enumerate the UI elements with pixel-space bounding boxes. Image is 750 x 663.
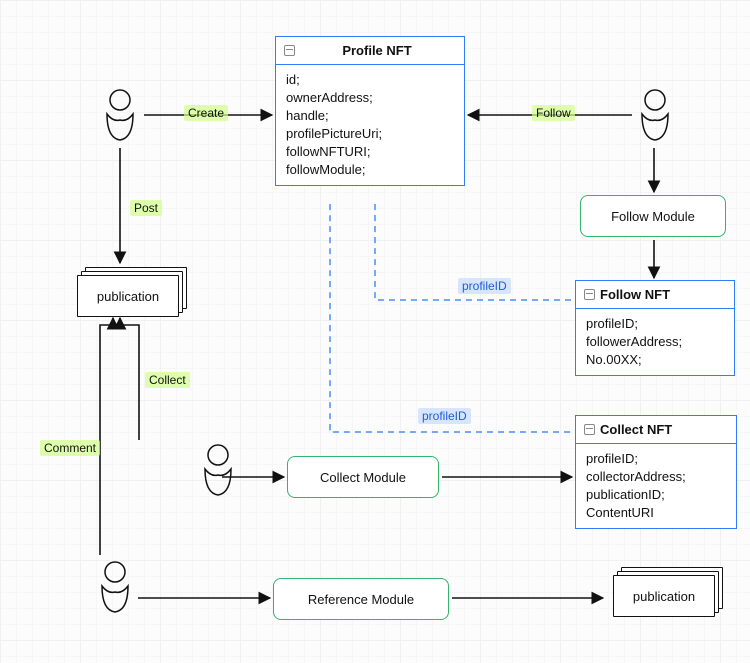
actor-collector	[205, 445, 231, 495]
edge-label-follow: Follow	[532, 105, 575, 121]
minimize-icon	[284, 45, 295, 56]
module-label: Collect Module	[320, 470, 406, 485]
card-body: id; ownerAddress; handle; profilePicture…	[276, 65, 464, 185]
edge-label-post: Post	[130, 200, 162, 216]
profile-nft-card: Profile NFT id; ownerAddress; handle; pr…	[275, 36, 465, 186]
publication-doc-bottom: publication	[613, 575, 715, 617]
edge-label-collect: Collect	[145, 372, 190, 388]
doc-label: publication	[633, 589, 695, 604]
module-label: Reference Module	[308, 592, 414, 607]
publication-doc-top: publication	[77, 275, 179, 317]
card-title: Profile NFT	[342, 43, 411, 58]
minimize-icon	[584, 289, 595, 300]
collect-module-box: Collect Module	[287, 456, 439, 498]
doc-label: publication	[97, 289, 159, 304]
edge-label-comment: Comment	[40, 440, 100, 456]
actor-follower	[642, 90, 668, 140]
card-title: Collect NFT	[600, 422, 672, 437]
minimize-icon	[584, 424, 595, 435]
edge-label-create: Create	[184, 105, 228, 121]
dash-label-profileid-1: profileID	[458, 278, 511, 294]
card-body: profileID; collectorAddress; publication…	[576, 444, 736, 528]
reference-module-box: Reference Module	[273, 578, 449, 620]
actor-creator	[107, 90, 133, 140]
actor-commenter	[102, 562, 128, 612]
card-body: profileID; followerAddress; No.00XX;	[576, 309, 734, 375]
follow-module-box: Follow Module	[580, 195, 726, 237]
collect-nft-card: Collect NFT profileID; collectorAddress;…	[575, 415, 737, 529]
dash-label-profileid-2: profileID	[418, 408, 471, 424]
card-title: Follow NFT	[600, 287, 670, 302]
module-label: Follow Module	[611, 209, 695, 224]
follow-nft-card: Follow NFT profileID; followerAddress; N…	[575, 280, 735, 376]
